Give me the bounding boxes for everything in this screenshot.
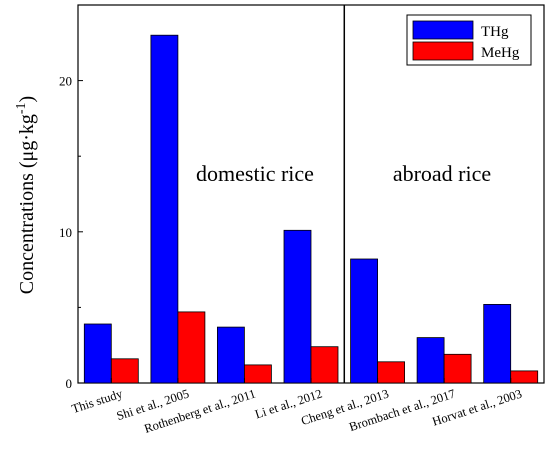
domestic-rice-annotation: domestic rice xyxy=(196,161,314,186)
legend-label-mehg: MeHg xyxy=(481,45,520,61)
y-axis-label-main: Concentrations (μg·kg xyxy=(16,114,38,294)
y-axis-label-close: ) xyxy=(16,96,38,103)
bar-mehg-2 xyxy=(243,364,272,384)
legend-swatch-mehg xyxy=(412,41,474,61)
bar-mehg-4 xyxy=(377,361,406,384)
bar-mehg-5 xyxy=(443,353,472,384)
bar-thg-5 xyxy=(416,337,445,384)
legend: THg MeHg xyxy=(406,14,532,66)
bar-mehg-3 xyxy=(310,346,339,384)
y-tick-label-0: 0 xyxy=(66,376,73,391)
y-tick-label-2: 20 xyxy=(59,74,72,89)
y-axis-label-superscript: -1 xyxy=(14,102,29,114)
legend-label-thg: THg xyxy=(481,24,509,40)
x-tick-label-2: Rothenberg et al., 2011 xyxy=(142,387,257,436)
bar-mehg-1 xyxy=(177,311,206,384)
bar-mehg-0 xyxy=(110,358,139,384)
y-tick-label-1: 10 xyxy=(59,225,72,240)
bar-mehg-6 xyxy=(510,370,539,384)
bar-thg-3 xyxy=(283,229,312,384)
bar-thg-0 xyxy=(83,323,112,384)
legend-swatch-thg xyxy=(412,20,474,40)
bar-thg-1 xyxy=(150,34,179,384)
bar-thg-6 xyxy=(483,303,512,384)
bars-layer xyxy=(83,34,539,384)
bar-thg-4 xyxy=(350,258,379,384)
bar-thg-2 xyxy=(216,326,245,384)
abroad-rice-annotation: abroad rice xyxy=(393,161,491,186)
y-axis-label: Concentrations (μg·kg-1) xyxy=(14,96,38,294)
y-axis: 0 10 20 xyxy=(59,74,83,391)
